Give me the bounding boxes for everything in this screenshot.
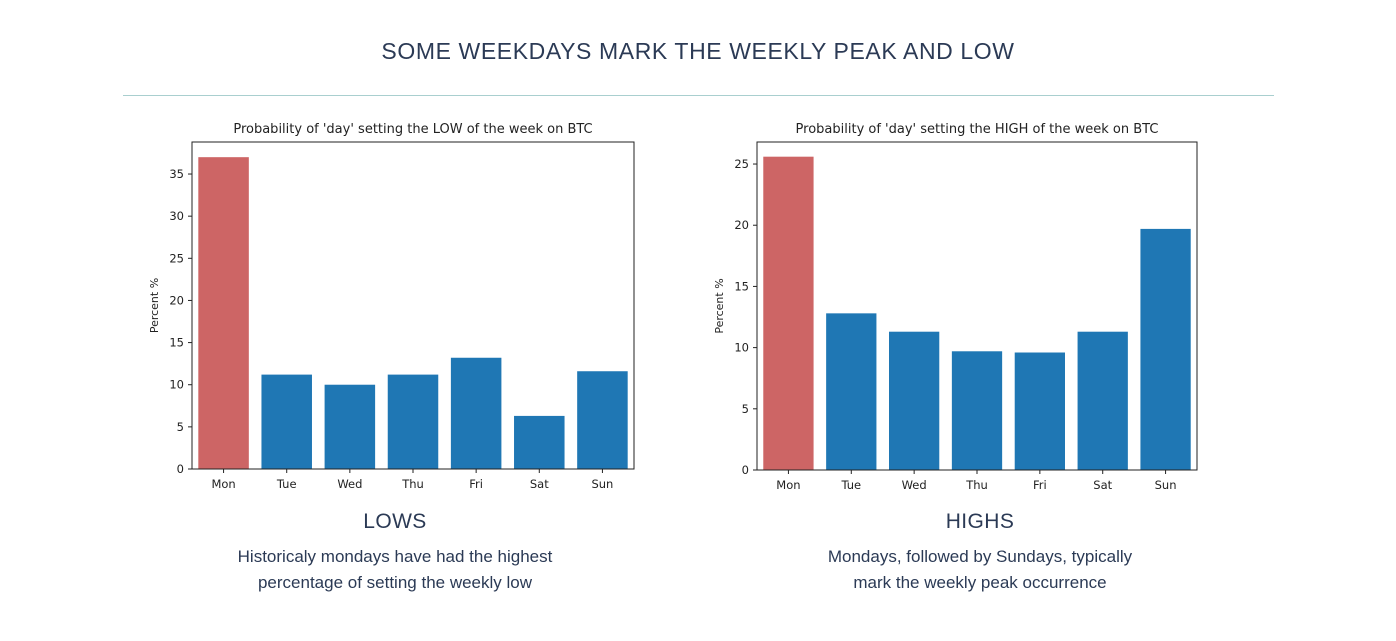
highs-description-line: mark the weekly peak occurrence (853, 573, 1107, 592)
highs-bar-chart: Probability of 'day' setting the HIGH of… (713, 122, 1198, 492)
plot-frame (756, 141, 1198, 471)
y-tick-label: 15 (734, 279, 749, 293)
x-tick-label: Sun (1155, 478, 1177, 492)
lows-description-line: percentage of setting the weekly low (257, 573, 533, 592)
bar-sun (1140, 228, 1191, 470)
y-tick-label: 0 (742, 463, 749, 477)
bar-mon (198, 157, 249, 469)
y-tick-label: 10 (734, 341, 749, 355)
bar-sat (514, 415, 565, 469)
bar-wed (324, 384, 376, 469)
bar-fri (1014, 352, 1065, 470)
x-tick-label: Sat (530, 477, 549, 491)
x-tick-label: Mon (776, 478, 800, 492)
y-tick-label: 15 (169, 336, 184, 350)
highs-heading: HIGHS (945, 510, 1015, 533)
bar-thu (387, 374, 439, 469)
lows-description-line: Historicaly mondays have had the highest (237, 547, 553, 566)
bar-wed (889, 331, 940, 470)
x-tick-label: Fri (1033, 478, 1047, 492)
y-tick-label: 20 (734, 218, 749, 232)
y-tick-label: 20 (169, 293, 184, 307)
lows-caption: LOWS Historicaly mondays have had the hi… (165, 510, 625, 596)
y-axis-label: Percent % (148, 278, 161, 333)
y-tick-label: 5 (177, 420, 184, 434)
bar-sun (577, 371, 628, 469)
x-tick-label: Thu (965, 478, 988, 492)
chart-title: Probability of 'day' setting the LOW of … (233, 122, 592, 137)
title-divider (123, 95, 1274, 96)
y-tick-label: 25 (169, 251, 184, 265)
highs-caption: HIGHS Mondays, followed by Sundays, typi… (750, 510, 1210, 596)
bar-mon (763, 156, 814, 470)
y-tick-label: 5 (742, 402, 749, 416)
x-tick-label: Sat (1093, 478, 1112, 492)
page-title: SOME WEEKDAYS MARK THE WEEKLY PEAK AND L… (381, 38, 1015, 64)
x-tick-label: Thu (401, 477, 424, 491)
x-tick-label: Tue (276, 477, 297, 491)
y-tick-label: 10 (169, 378, 184, 392)
x-tick-label: Wed (337, 477, 362, 491)
lows-description: Historicaly mondays have had the highest… (165, 544, 625, 596)
highs-description-line: Mondays, followed by Sundays, typically (827, 547, 1133, 566)
bar-fri (450, 357, 502, 469)
y-tick-label: 0 (177, 462, 184, 476)
x-tick-label: Sun (591, 477, 613, 491)
bar-tue (261, 374, 312, 469)
y-axis-label: Percent % (713, 278, 726, 333)
bar-sat (1077, 331, 1128, 470)
chart-title: Probability of 'day' setting the HIGH of… (796, 122, 1159, 137)
x-tick-label: Fri (469, 477, 483, 491)
y-tick-label: 25 (734, 157, 749, 171)
lows-heading: LOWS (363, 510, 427, 533)
bar-thu (951, 351, 1003, 470)
x-tick-label: Mon (211, 477, 235, 491)
lows-bar-chart: Probability of 'day' setting the LOW of … (148, 122, 635, 491)
highs-description: Mondays, followed by Sundays, typically … (750, 544, 1210, 596)
x-tick-label: Wed (902, 478, 927, 492)
bar-tue (826, 313, 877, 470)
x-tick-label: Tue (840, 478, 861, 492)
y-tick-label: 30 (169, 209, 184, 223)
y-tick-label: 35 (169, 167, 184, 181)
plot-frame (191, 141, 635, 470)
